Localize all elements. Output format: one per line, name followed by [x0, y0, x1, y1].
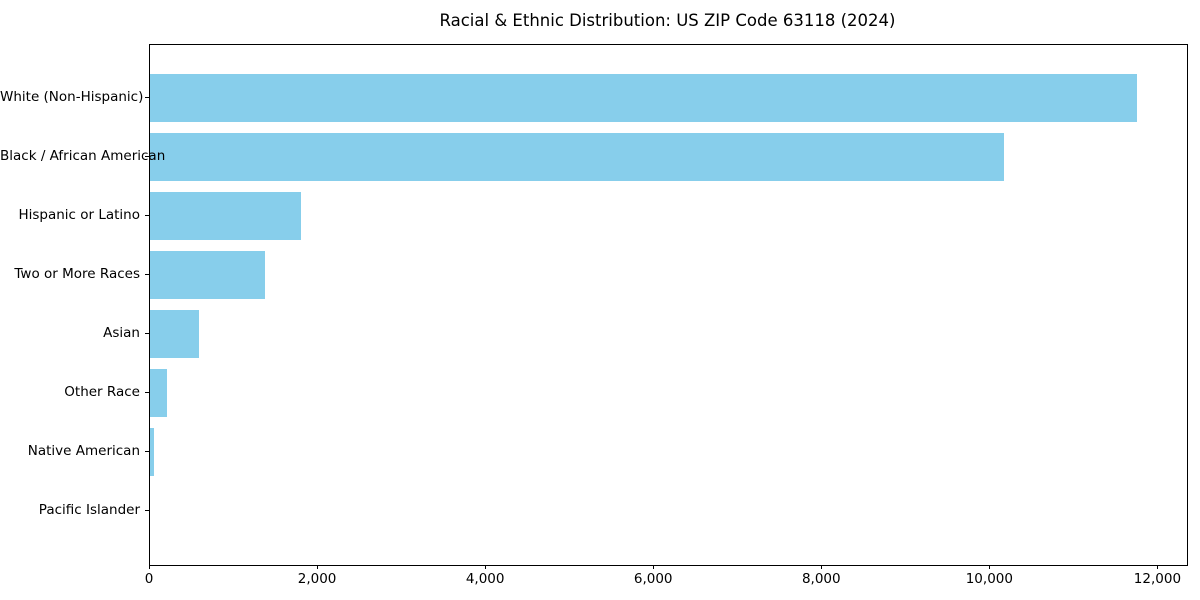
bar-other-race [150, 369, 167, 417]
x-tick-mark [821, 565, 823, 569]
x-tick-label: 8,000 [801, 571, 841, 587]
x-tick-label: 12,000 [1133, 571, 1182, 587]
bar-two-or-more-races [150, 251, 266, 299]
y-tick-label-black-african-american: Black / African American [0, 148, 166, 164]
y-tick-label-white-non-hispanic: White (Non-Hispanic) [0, 89, 144, 105]
bar-black-african-american [150, 133, 1004, 181]
bar-white-non-hispanic [150, 74, 1138, 122]
x-tick-label: 4,000 [465, 571, 505, 587]
y-tick-mark [145, 451, 149, 452]
y-tick-mark [145, 333, 149, 334]
x-tick-mark [149, 565, 150, 569]
y-tick-label-hispanic-or-latino: Hispanic or Latino [18, 207, 140, 223]
y-tick-label-native-american: Native American [27, 443, 140, 459]
y-tick-mark [145, 274, 149, 275]
y-tick-label-other-race: Other Race [64, 384, 140, 400]
y-tick-mark [145, 156, 149, 157]
y-tick-label-asian: Asian [103, 325, 140, 341]
y-tick-label-pacific-islander: Pacific Islander [38, 502, 140, 518]
chart-title: Racial & Ethnic Distribution: US ZIP Cod… [439, 11, 896, 30]
x-tick-mark [653, 565, 655, 569]
x-tick-label: 0 [144, 571, 154, 587]
bar-hispanic-or-latino [150, 192, 302, 240]
x-tick-mark [317, 565, 319, 569]
y-tick-mark [145, 97, 149, 98]
bar-asian [150, 310, 199, 358]
bar-native-american [150, 428, 155, 476]
y-tick-mark [145, 215, 149, 216]
x-tick-label: 10,000 [965, 571, 1013, 587]
y-tick-mark [145, 392, 149, 393]
y-tick-mark [145, 510, 149, 511]
x-tick-mark [485, 565, 487, 569]
x-tick-mark [989, 565, 991, 569]
x-tick-mark [1157, 565, 1159, 569]
plot-area [149, 44, 1188, 566]
x-tick-label: 2,000 [297, 571, 337, 587]
y-tick-label-two-or-more-races: Two or More Races [14, 266, 140, 282]
x-tick-label: 6,000 [633, 571, 673, 587]
